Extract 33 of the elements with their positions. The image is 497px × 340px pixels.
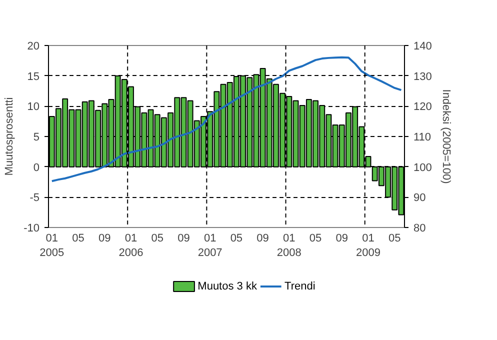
x-tick-label: 05 (230, 232, 243, 244)
y2-tick-label: 130 (414, 70, 432, 83)
x-tick-label: 01 2005 (40, 232, 64, 259)
x-tick-label: 09 (256, 232, 269, 244)
y-tick-label: 15 (27, 70, 40, 83)
y2-tick-label: 80 (414, 222, 426, 234)
y2-tick-label: 110 (414, 132, 432, 144)
x-tick-label: 05 (151, 232, 164, 244)
x-tick-label: 01 2006 (118, 232, 144, 259)
y-tick-label: 0 (33, 162, 40, 174)
y-tick-label: -5 (30, 192, 40, 204)
y2-tick-label: 90 (414, 192, 426, 204)
y-tick-label: 5 (33, 132, 40, 144)
y2-tick-label: 100 (414, 162, 432, 174)
y2-tick-label: 140 (414, 40, 432, 52)
y-tick-label: -10 (24, 222, 40, 234)
y2-tick-label: 120 (414, 101, 432, 114)
x-tick-label: 01 2009 (356, 232, 380, 259)
x-tick-label: 09 (336, 232, 348, 244)
legend-label: Muutos 3 kk (198, 280, 258, 292)
x-tick-label: 09 (98, 232, 111, 244)
y-tick-label: 10 (27, 101, 40, 114)
y2-axis-title: Indeksi (2005=100) (440, 89, 452, 184)
x-tick-label: 05 (388, 232, 401, 244)
x-tick-label: 09 (178, 232, 190, 244)
x-tick-label: 01 2007 (198, 232, 222, 259)
x-tick-label: 05 (72, 232, 84, 244)
x-tick-label: 05 (309, 232, 322, 244)
y-tick-label: 20 (27, 40, 40, 52)
x-tick-label: 01 2008 (276, 232, 302, 259)
line-series (50, 56, 402, 182)
legend-label: Trendi (284, 280, 316, 292)
y-axis-title: Muutosprosentti (4, 97, 16, 176)
